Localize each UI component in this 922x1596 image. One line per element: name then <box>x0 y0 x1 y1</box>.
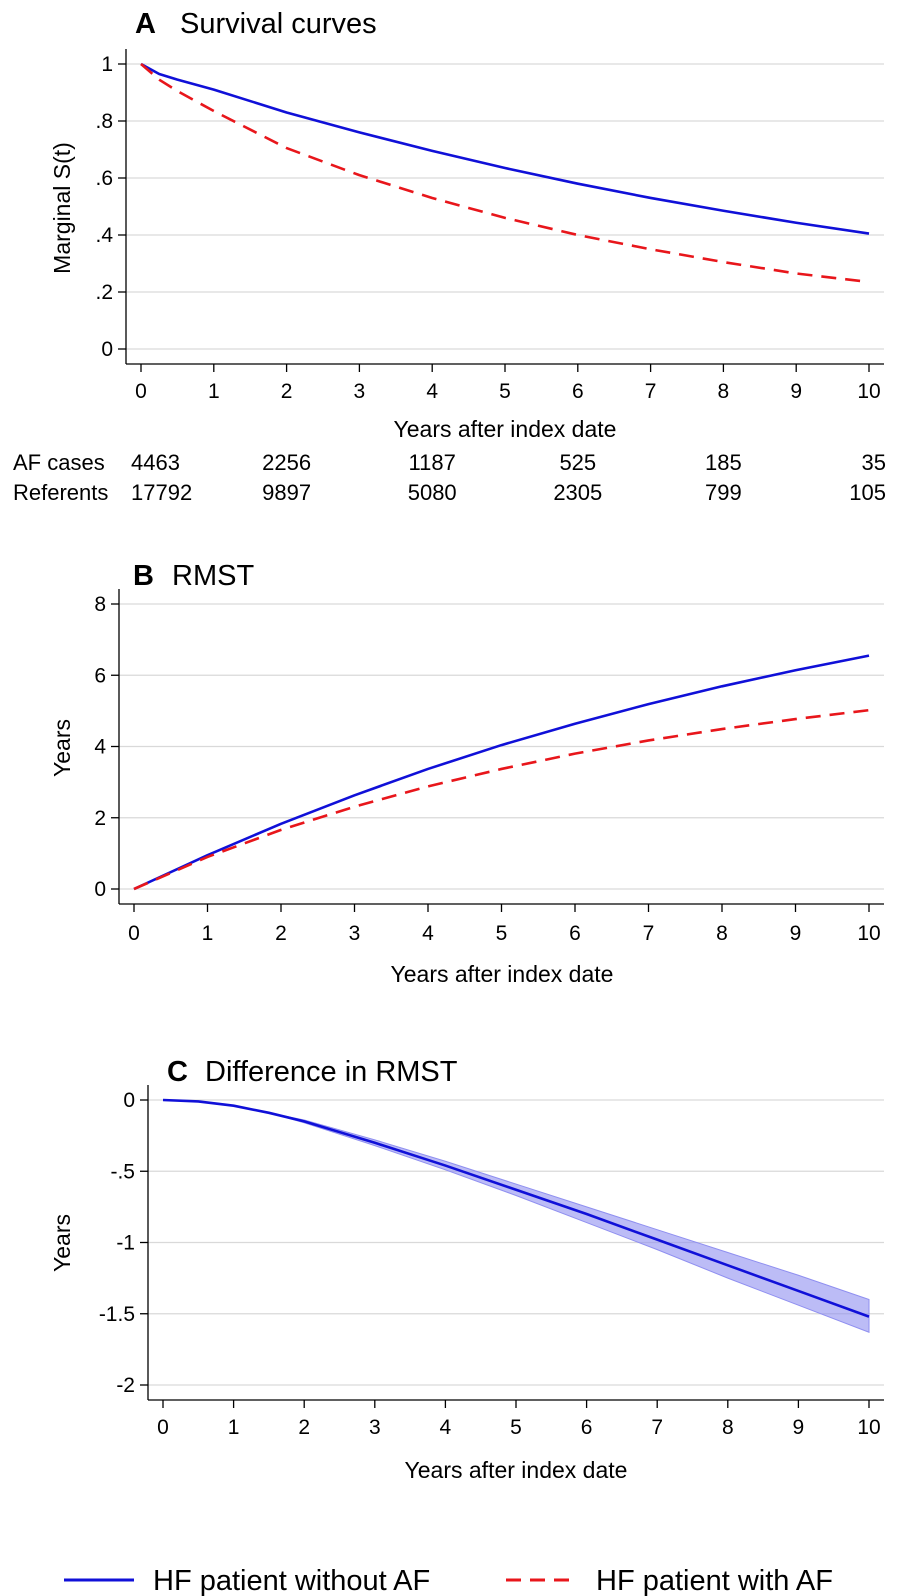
x-tick-label: 2 <box>275 922 287 945</box>
x-tick-label: 6 <box>581 1416 593 1439</box>
y-tick-label: -1 <box>116 1232 135 1255</box>
x-axis-title: Years after index date <box>394 416 617 442</box>
plot-area <box>140 62 870 284</box>
x-tick-label: 1 <box>228 1416 240 1439</box>
x-tick-label: 5 <box>499 380 511 403</box>
y-tick-label: 0 <box>94 878 106 901</box>
risk-count: 4463 <box>131 450 180 475</box>
x-tick-label: 9 <box>793 1416 805 1439</box>
series-line-with-af <box>140 63 870 284</box>
x-tick-label: 0 <box>135 380 147 403</box>
legend-label-without-af: HF patient without AF <box>153 1565 430 1596</box>
x-tick-label: 4 <box>422 922 434 945</box>
risk-count: 799 <box>705 480 742 505</box>
y-axis-title: Years <box>49 719 75 777</box>
y-tick-label: 4 <box>94 736 106 759</box>
y-tick-label: .8 <box>95 110 113 133</box>
x-tick-label: 5 <box>496 922 508 945</box>
panel-letter: A <box>135 8 156 40</box>
panel-title: RMST <box>172 560 254 592</box>
y-tick-label: 1 <box>101 53 113 76</box>
x-tick-label: 9 <box>790 922 802 945</box>
risk-row-label-af-cases: AF cases <box>13 450 105 475</box>
risk-count: 35 <box>862 450 886 475</box>
y-tick-label: -2 <box>116 1374 135 1397</box>
series-line-without-af <box>162 1098 870 1318</box>
y-tick-label: .2 <box>95 281 113 304</box>
risk-row-label-referents: Referents <box>13 480 108 505</box>
legend: HF patient without AF HF patient with AF <box>64 1565 833 1596</box>
y-tick-label: .4 <box>95 224 113 247</box>
x-tick-label: 4 <box>440 1416 452 1439</box>
risk-count: 525 <box>559 450 596 475</box>
grid-lines <box>119 603 884 890</box>
panel-title: Difference in RMST <box>205 1056 458 1088</box>
x-tick-label: 2 <box>281 380 293 403</box>
y-tick-label: .6 <box>95 167 113 190</box>
panel-letter: C <box>167 1056 188 1088</box>
x-tick-label: 8 <box>718 380 730 403</box>
x-tick-label: 5 <box>510 1416 522 1439</box>
y-tick-label: -.5 <box>110 1160 135 1183</box>
risk-count: 2256 <box>262 450 311 475</box>
x-tick-label: 10 <box>857 922 880 945</box>
series-line-without-af <box>140 62 870 235</box>
x-tick-label: 7 <box>651 1416 663 1439</box>
x-tick-label: 2 <box>298 1416 310 1439</box>
panel-rmst: B RMST 0 2 4 6 8 0 1 2 3 4 5 6 7 8 9 10 Years after ind… <box>49 560 884 987</box>
panel-difference-in-rmst: C Difference in RMST -2 -1.5 -1 -.5 0 0 1 2 3 4 5 6… <box>49 1056 884 1483</box>
panel-letter: B <box>133 560 154 592</box>
x-tick-label: 8 <box>716 922 728 945</box>
axes: 0 2 4 6 8 0 1 2 3 4 5 6 7 8 9 10 <box>94 589 884 945</box>
y-tick-label: 0 <box>123 1089 135 1112</box>
y-tick-label: 6 <box>94 664 106 687</box>
x-axis-title: Years after index date <box>405 1457 628 1483</box>
x-tick-label: 6 <box>572 380 584 403</box>
y-tick-label: -1.5 <box>99 1303 135 1326</box>
plot-area <box>133 654 870 891</box>
x-tick-label: 7 <box>643 922 655 945</box>
x-tick-label: 1 <box>202 922 214 945</box>
x-axis-title: Years after index date <box>391 961 614 987</box>
risk-count: 1187 <box>409 450 456 475</box>
x-tick-label: 7 <box>645 380 657 403</box>
y-tick-label: 2 <box>94 807 106 830</box>
x-tick-label: 0 <box>157 1416 169 1439</box>
risk-count: 9897 <box>262 480 311 505</box>
y-tick-label: 0 <box>101 338 113 361</box>
x-tick-label: 3 <box>349 922 361 945</box>
series-line-with-af <box>133 708 870 891</box>
risk-count: 185 <box>705 450 742 475</box>
panel-survival-curves: A Survival curves 0.2.4.6.810 1 2 3 4 5 6 7 8 9 10… <box>13 8 886 505</box>
y-axis-title: Years <box>49 1214 75 1272</box>
x-tick-label: 1 <box>208 380 220 403</box>
risk-count: 17792 <box>131 480 192 505</box>
x-tick-label: 4 <box>426 380 438 403</box>
x-tick-label: 10 <box>857 380 880 403</box>
risk-count: 105 <box>849 480 886 505</box>
x-tick-label: 3 <box>369 1416 381 1439</box>
x-tick-label: 0 <box>128 922 140 945</box>
x-tick-label: 6 <box>569 922 581 945</box>
axes: -2 -1.5 -1 -.5 0 0 1 2 3 4 5 6 7 8 9 10 <box>99 1085 884 1439</box>
y-tick-label: 8 <box>94 593 106 616</box>
series-line-without-af <box>133 654 870 891</box>
grid-lines <box>148 1099 884 1386</box>
axes: 0.2.4.6.810 1 2 3 4 5 6 7 8 9 10 <box>95 49 884 403</box>
panel-title: Survival curves <box>180 8 377 40</box>
risk-count: 2305 <box>553 480 602 505</box>
grid-lines <box>126 63 884 350</box>
risk-count: 5080 <box>408 480 457 505</box>
legend-label-with-af: HF patient with AF <box>596 1565 833 1596</box>
x-tick-label: 3 <box>354 380 366 403</box>
x-tick-label: 10 <box>857 1416 880 1439</box>
plot-area <box>162 1098 870 1334</box>
x-tick-label: 8 <box>722 1416 734 1439</box>
confidence-band <box>162 1099 870 1334</box>
x-tick-label: 9 <box>790 380 802 403</box>
y-axis-title: Marginal S(t) <box>49 142 75 274</box>
risk-table: AF cases Referents 4463 2256 1187 525 185 35 1… <box>13 450 886 505</box>
